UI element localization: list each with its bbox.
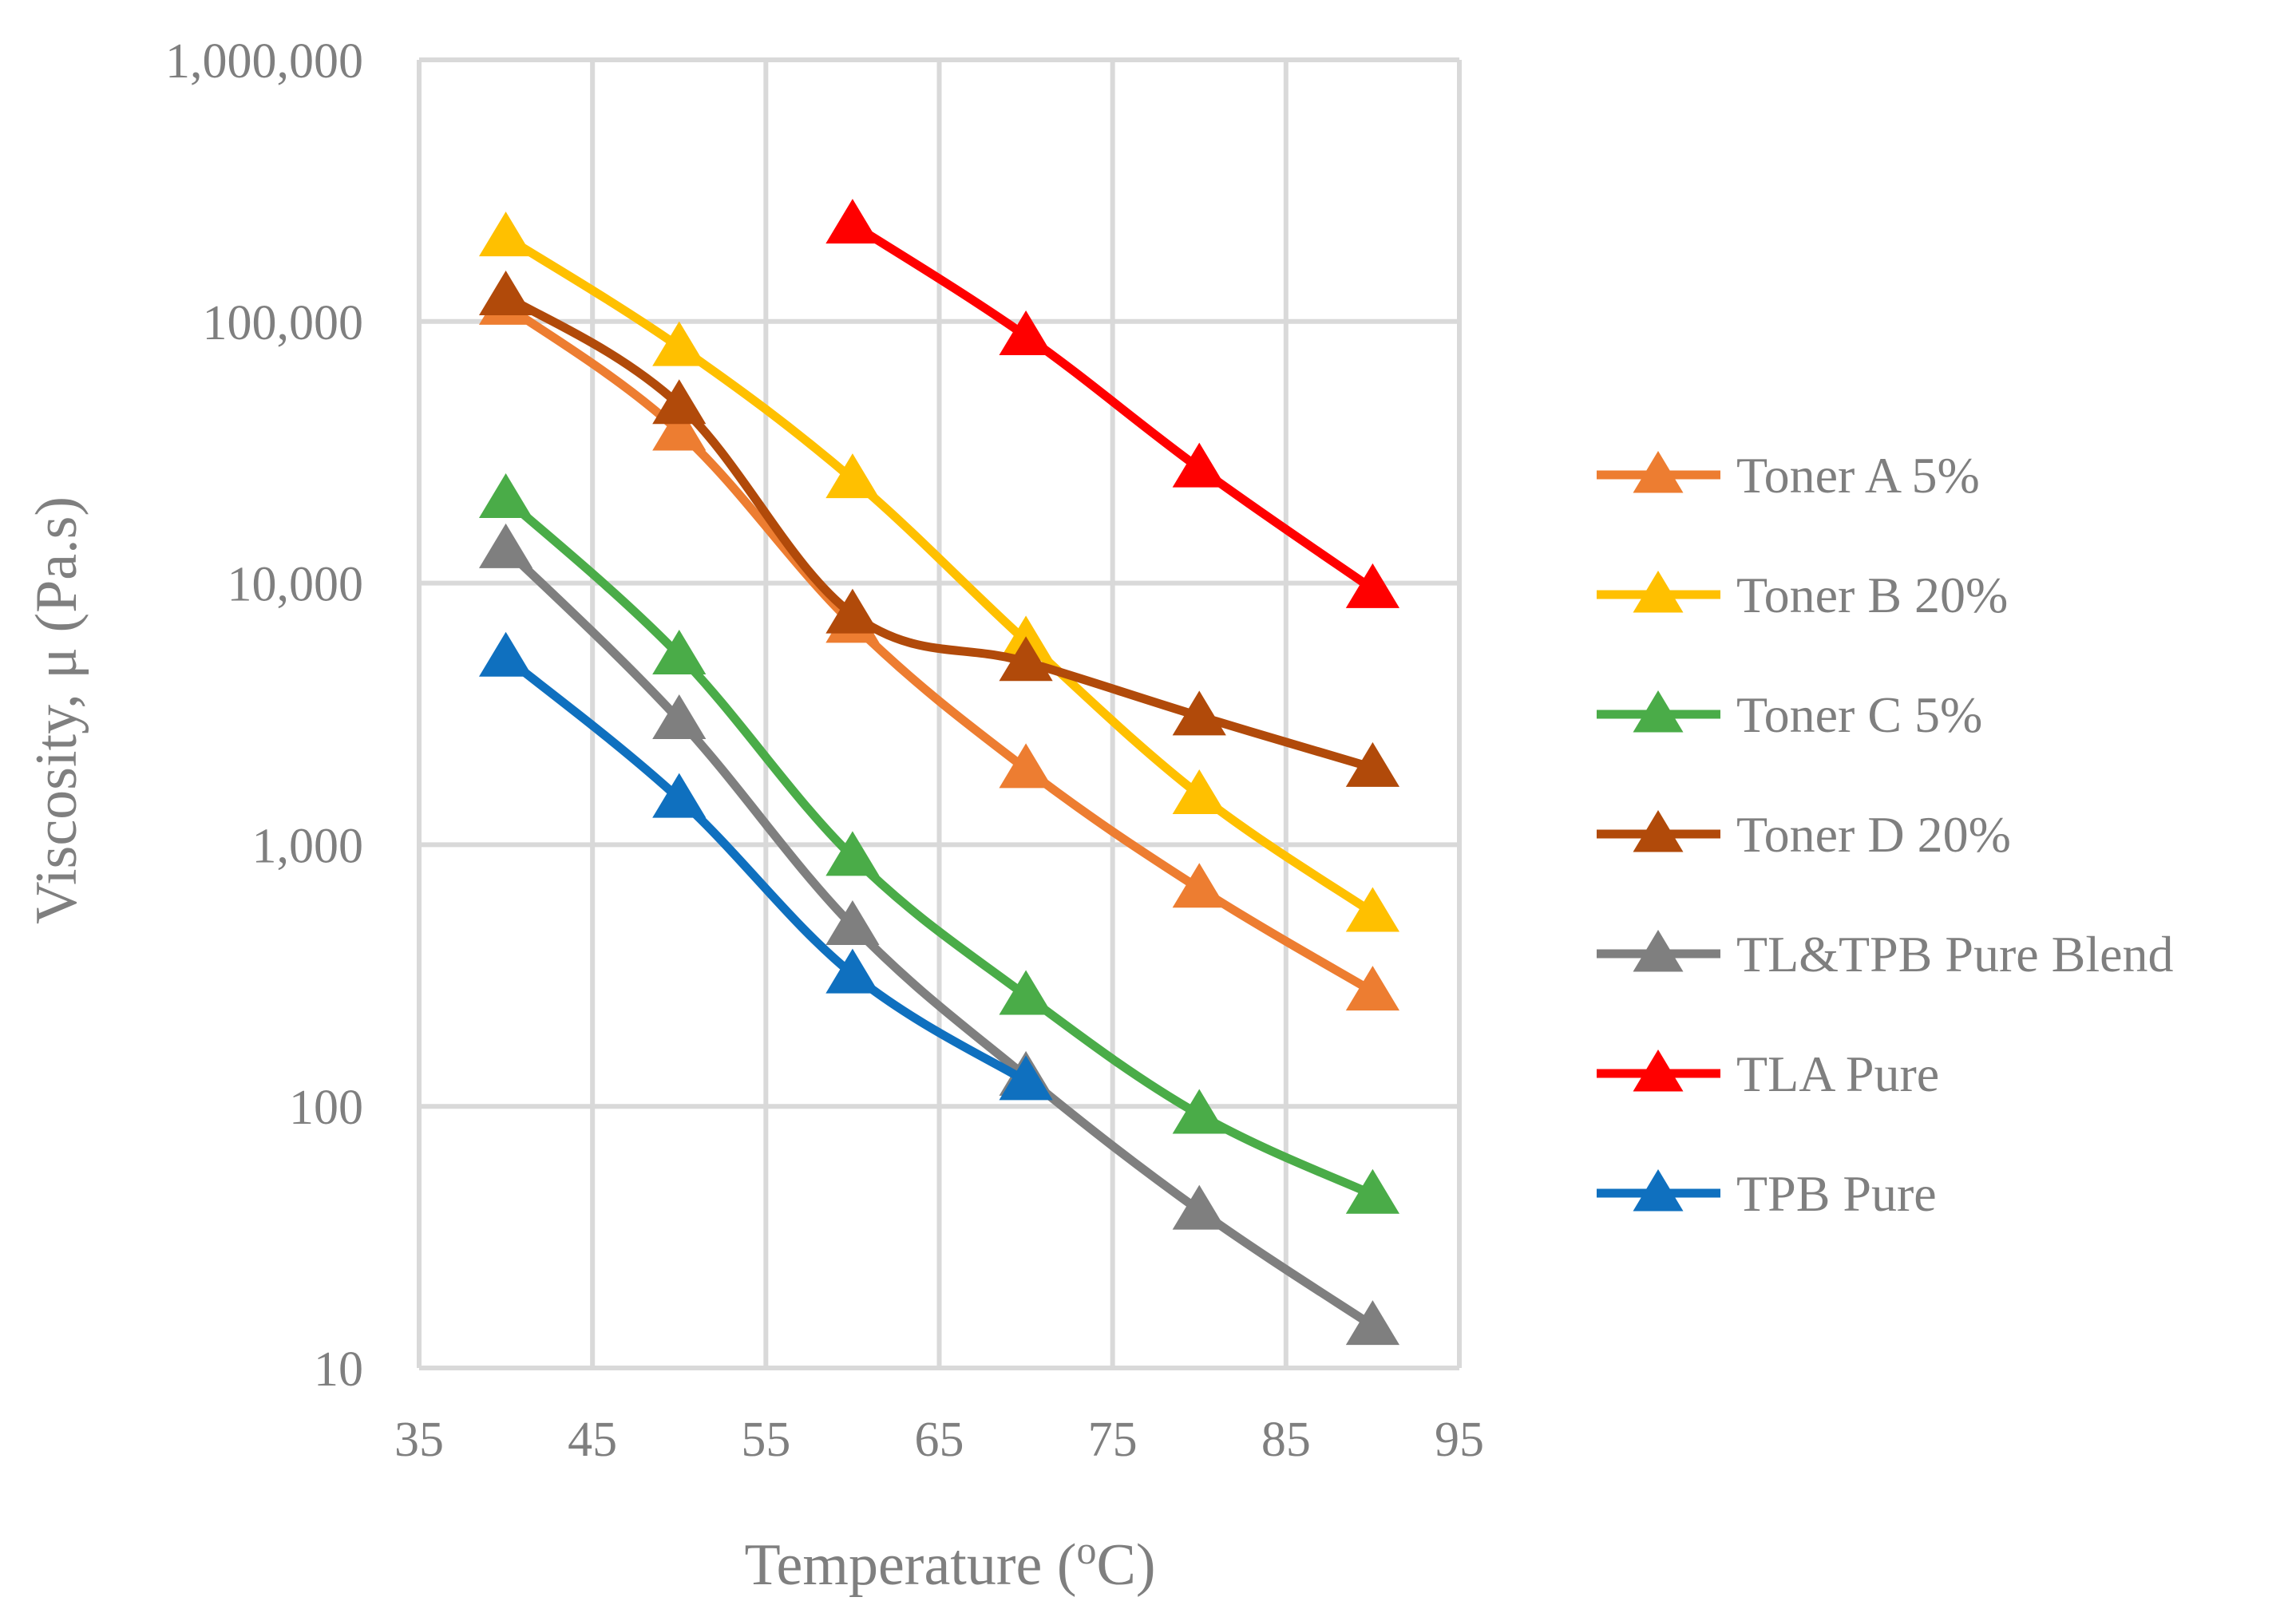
x-tick-label: 55 (741, 1413, 790, 1467)
x-tick-label: 85 (1261, 1413, 1311, 1467)
x-tick-label: 45 (568, 1413, 617, 1467)
x-axis-title: Temperature (oC) (745, 1528, 1156, 1598)
data-point-marker (1172, 769, 1226, 815)
legend-label: TPB Pure (1736, 1165, 1937, 1222)
series-group (478, 472, 1400, 1214)
series-group (825, 199, 1400, 608)
legend-swatch-marker (1633, 1050, 1684, 1092)
legend-label: Toner C 5% (1736, 686, 1982, 743)
legend-item: TLA Pure (1597, 1046, 1939, 1102)
data-point-marker (825, 588, 880, 634)
data-point-marker (1345, 741, 1400, 787)
legend-item: Toner A 5% (1597, 447, 1980, 504)
data-point-marker (1172, 442, 1226, 488)
x-axis-title-superscript: o (1076, 1528, 1096, 1572)
y-axis-ticks: 10 100 1,000 10,000 100,000 1,000,000 (165, 34, 363, 1397)
y-tick-label: 100 (289, 1081, 363, 1135)
data-point-marker (652, 773, 707, 818)
x-tick-label: 35 (394, 1413, 444, 1467)
data-point-marker (825, 899, 880, 945)
data-point-marker (999, 743, 1053, 789)
y-tick-label: 10 (314, 1342, 363, 1397)
data-point-marker (652, 321, 707, 366)
data-point-marker (825, 199, 880, 244)
legend: Toner A 5% Toner B 20% Toner C 5% Toner D 2… (1597, 447, 2174, 1222)
data-point-marker (825, 948, 880, 994)
legend-label: Toner B 20% (1736, 567, 2008, 623)
data-point-marker (825, 453, 880, 499)
x-tick-label: 95 (1435, 1413, 1484, 1467)
data-point-marker (999, 636, 1053, 682)
legend-swatch-marker (1633, 690, 1684, 733)
data-point-marker (652, 629, 707, 674)
legend-swatch-marker (1633, 930, 1684, 972)
data-point-marker (652, 379, 707, 425)
data-point-marker (652, 405, 707, 451)
data-point-marker (999, 310, 1053, 355)
series-group (478, 212, 1400, 932)
y-tick-label: 1,000 (252, 819, 364, 873)
series-layer (478, 199, 1400, 1346)
x-axis-title-main: Temperature ( (745, 1532, 1077, 1598)
legend-item: Toner D 20% (1597, 806, 2011, 863)
legend-label: Toner A 5% (1736, 447, 1980, 504)
legend-swatch-marker (1633, 451, 1684, 493)
series-group (478, 631, 1053, 1101)
data-point-marker (478, 472, 533, 518)
y-tick-label: 1,000,000 (165, 34, 363, 89)
data-point-marker (825, 831, 880, 876)
data-point-marker (1172, 1089, 1226, 1134)
data-point-marker (478, 271, 533, 316)
grid (417, 57, 1462, 1370)
legend-item: Toner C 5% (1597, 686, 1982, 743)
data-point-marker (1345, 1168, 1400, 1214)
y-tick-label: 100,000 (203, 296, 364, 350)
data-point-marker (999, 970, 1053, 1015)
x-axis-ticks: 35 45 55 65 75 85 95 (394, 1413, 1484, 1467)
y-axis-title: Viscosity, μ (Pa.s) (24, 496, 89, 924)
data-point-marker (478, 631, 533, 677)
data-point-marker (1172, 863, 1226, 908)
legend-item: Toner B 20% (1597, 567, 2008, 623)
data-point-marker (478, 523, 533, 568)
legend-label: Toner D 20% (1736, 806, 2011, 863)
series-line (501, 653, 1031, 1085)
legend-item: TPB Pure (1597, 1165, 1937, 1222)
y-tick-label: 10,000 (228, 558, 364, 612)
legend-label: TL&TPB Pure Blend (1736, 926, 2174, 982)
legend-swatch-marker (1633, 810, 1684, 852)
data-point-marker (1345, 887, 1400, 932)
legend-label: TLA Pure (1736, 1046, 1939, 1102)
data-point-marker (652, 694, 707, 739)
legend-swatch-marker (1633, 571, 1684, 613)
data-point-marker (999, 1055, 1053, 1101)
data-point-marker (1172, 690, 1226, 736)
legend-swatch-marker (1633, 1169, 1684, 1212)
series-line (848, 219, 1377, 594)
data-point-marker (478, 212, 533, 257)
data-point-marker (1172, 1184, 1226, 1230)
data-point-marker (1345, 966, 1400, 1011)
data-point-marker (1345, 1300, 1400, 1346)
series-group (478, 271, 1400, 787)
x-axis-title-end: C) (1096, 1532, 1155, 1598)
legend-item: TL&TPB Pure Blend (1597, 926, 2174, 982)
data-point-marker (1345, 563, 1400, 608)
x-tick-label: 75 (1088, 1413, 1138, 1467)
x-tick-label: 65 (915, 1413, 964, 1467)
